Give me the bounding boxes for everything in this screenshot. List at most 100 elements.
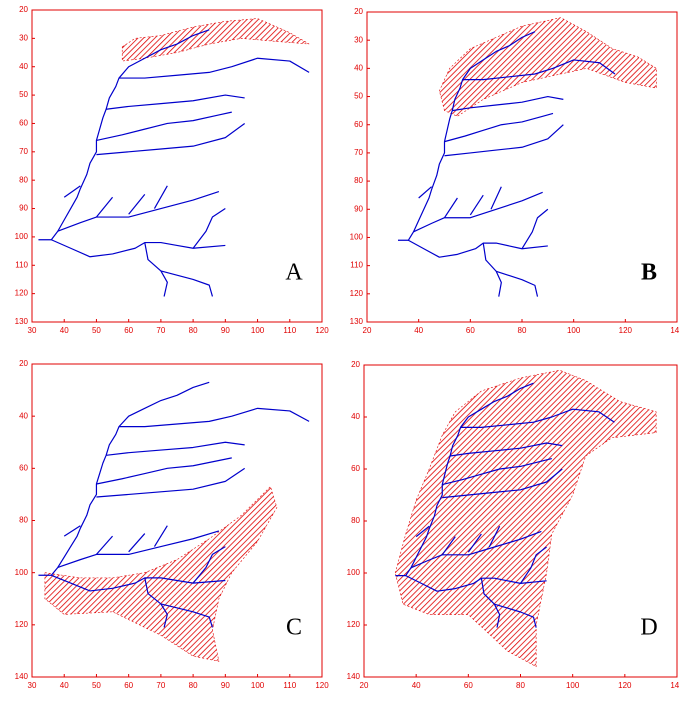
y-tick-label: 90	[19, 204, 28, 213]
river	[129, 194, 145, 214]
x-tick-label: 120	[619, 326, 633, 335]
x-tick-label: 100	[251, 326, 265, 335]
panel-label: B	[641, 260, 657, 286]
y-tick-label: 70	[19, 147, 28, 156]
y-tick-label: 120	[15, 620, 29, 629]
river	[445, 198, 458, 218]
x-tick-label: 40	[412, 681, 421, 690]
x-tick-label: 100	[567, 326, 581, 335]
x-tick-label: 70	[156, 681, 165, 690]
y-tick-label: 100	[15, 232, 29, 241]
river	[129, 534, 145, 552]
drainage-area	[395, 370, 656, 666]
y-tick-label: 60	[19, 463, 28, 472]
x-tick-label: 100	[251, 681, 265, 690]
x-tick-label: 30	[28, 681, 37, 690]
x-tick-label: 40	[60, 326, 69, 335]
x-tick-label: 80	[189, 681, 198, 690]
x-tick-label: 60	[464, 681, 473, 690]
x-tick-label: 90	[221, 681, 230, 690]
y-tick-label: 20	[351, 360, 360, 369]
y-tick-label: 140	[347, 672, 361, 681]
y-tick-label: 80	[19, 516, 28, 525]
river	[470, 195, 483, 215]
y-tick-label: 60	[19, 119, 28, 128]
y-tick-label: 20	[19, 5, 28, 14]
y-tick-label: 30	[19, 33, 28, 42]
y-tick-label: 40	[354, 63, 363, 72]
x-tick-label: 50	[92, 681, 101, 690]
river	[106, 442, 245, 455]
river	[483, 243, 501, 297]
river	[96, 197, 112, 217]
river	[445, 125, 564, 156]
panel: 2040608010012014020304050607080901001101…	[350, 7, 679, 335]
x-tick-label: 80	[189, 326, 198, 335]
x-tick-label: 20	[363, 326, 372, 335]
y-tick-label: 50	[354, 92, 363, 101]
y-tick-label: 70	[354, 148, 363, 157]
y-tick-label: 80	[19, 175, 28, 184]
river	[161, 271, 213, 297]
y-tick-label: 120	[350, 289, 364, 298]
x-tick-label: 120	[315, 326, 329, 335]
y-tick-label: 40	[351, 412, 360, 421]
river	[106, 95, 245, 109]
river	[414, 192, 543, 231]
panel: 3040506070809010011012020406080100120140…	[15, 359, 330, 690]
panel-label: D	[640, 615, 657, 641]
x-tick-label: 120	[618, 681, 632, 690]
y-tick-label: 80	[351, 516, 360, 525]
river	[154, 526, 167, 547]
x-tick-label: 120	[315, 681, 329, 690]
river	[193, 209, 225, 249]
x-tick-label: 110	[283, 681, 296, 690]
panel-label: C	[286, 615, 302, 641]
drainage-area	[45, 487, 277, 662]
river	[408, 240, 547, 257]
y-tick-label: 40	[19, 62, 28, 71]
y-tick-label: 60	[354, 120, 363, 129]
x-tick-label: 100	[566, 681, 580, 690]
y-tick-label: 20	[19, 359, 28, 368]
river	[58, 192, 219, 232]
y-tick-label: 140	[15, 672, 29, 681]
panel: 2040608010012014020406080100120140D	[347, 360, 679, 690]
y-tick-label: 130	[350, 317, 364, 326]
x-tick-label: 50	[92, 326, 101, 335]
y-tick-label: 110	[15, 260, 28, 269]
river	[119, 58, 309, 78]
y-tick-label: 30	[354, 35, 363, 44]
panel-label: A	[285, 260, 303, 286]
x-tick-label: 140	[670, 326, 679, 335]
x-tick-label: 70	[156, 326, 165, 335]
x-tick-label: 30	[28, 326, 37, 335]
x-tick-label: 60	[124, 681, 133, 690]
river	[96, 468, 244, 497]
x-tick-label: 20	[360, 681, 369, 690]
y-tick-label: 130	[15, 317, 29, 326]
river	[51, 240, 225, 257]
x-tick-label: 60	[124, 326, 133, 335]
y-tick-label: 90	[354, 204, 363, 213]
x-tick-label: 40	[414, 326, 423, 335]
y-tick-label: 110	[350, 261, 363, 270]
river	[96, 123, 244, 154]
y-tick-label: 50	[19, 90, 28, 99]
figure: 30 40 50 60 70 80 90 100 110 120 20 30 40 50 60 70 80 90 1…	[0, 0, 679, 709]
y-tick-label: 20	[354, 7, 363, 16]
x-tick-label: 140	[670, 681, 679, 690]
y-tick-label: 60	[351, 464, 360, 473]
river	[96, 112, 231, 140]
y-tick-label: 40	[19, 411, 28, 420]
x-tick-label: 60	[466, 326, 475, 335]
river	[154, 186, 167, 209]
y-tick-label: 100	[15, 568, 29, 577]
y-tick-label: 100	[350, 233, 364, 242]
y-tick-label: 120	[347, 620, 361, 629]
y-tick-label: 120	[15, 289, 29, 298]
y-tick-label: 100	[347, 568, 361, 577]
x-tick-label: 80	[516, 681, 525, 690]
y-tick-label: 80	[354, 176, 363, 185]
